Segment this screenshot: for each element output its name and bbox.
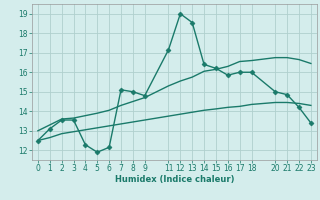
- X-axis label: Humidex (Indice chaleur): Humidex (Indice chaleur): [115, 175, 234, 184]
